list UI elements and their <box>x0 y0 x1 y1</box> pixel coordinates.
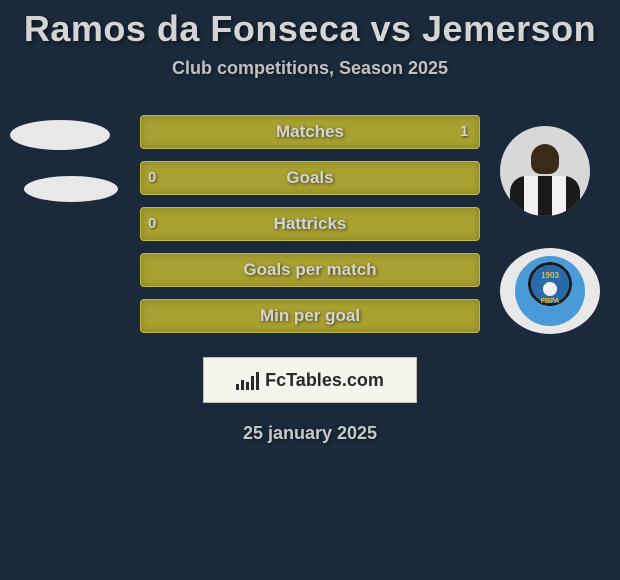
stat-bar: Goals <box>140 161 480 195</box>
stat-value-left: 0 <box>148 215 156 232</box>
stat-bar: Hattricks <box>140 207 480 241</box>
stat-row-goals: Goals 0 <box>0 161 620 207</box>
stat-row-hattricks: Hattricks 0 <box>0 207 620 253</box>
stat-row-min-per-goal: Min per goal <box>0 299 620 345</box>
page-title: Ramos da Fonseca vs Jemerson <box>0 8 620 50</box>
stat-value-right: 1 <box>460 123 468 140</box>
stat-label: Goals per match <box>243 260 376 280</box>
source-name: FcTables.com <box>265 370 384 391</box>
subtitle: Club competitions, Season 2025 <box>0 58 620 79</box>
stat-row-matches: Matches 1 <box>0 115 620 161</box>
footer-date: 25 january 2025 <box>0 423 620 444</box>
stat-row-goals-per-match: Goals per match <box>0 253 620 299</box>
chart-bars-icon <box>236 370 259 390</box>
stat-label: Hattricks <box>274 214 347 234</box>
stats-block: Matches 1 Goals 0 Hattricks 0 Goals per … <box>0 115 620 345</box>
stat-label: Matches <box>276 122 344 142</box>
source-logo[interactable]: FcTables.com <box>203 357 417 403</box>
stat-label: Goals <box>286 168 333 188</box>
stat-bar: Min per goal <box>140 299 480 333</box>
stat-value-left: 0 <box>148 169 156 186</box>
comparison-card: Ramos da Fonseca vs Jemerson Club compet… <box>0 0 620 444</box>
stat-bar: Goals per match <box>140 253 480 287</box>
stat-label: Min per goal <box>260 306 360 326</box>
stat-bar: Matches <box>140 115 480 149</box>
